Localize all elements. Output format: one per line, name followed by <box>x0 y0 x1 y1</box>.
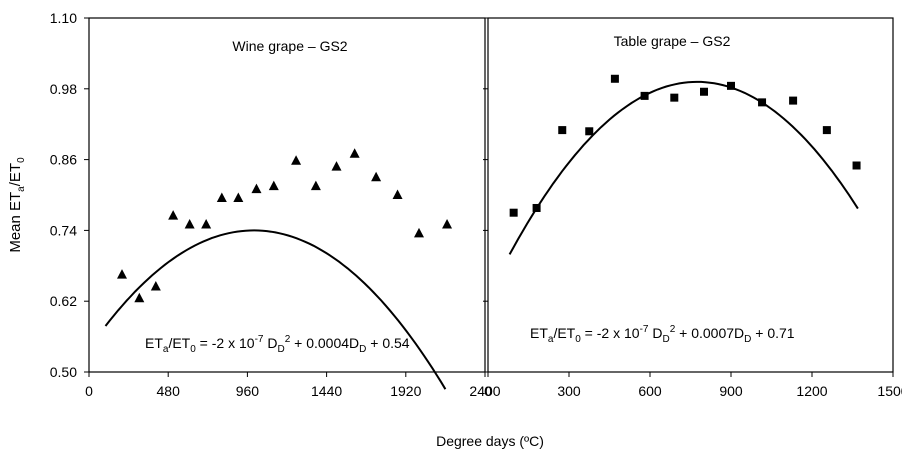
y-tick-label: 0.74 <box>50 222 77 238</box>
panel-table-grape: Table grape – GS2 0 300 600 900 1200 1500 ETa… <box>483 17 902 399</box>
regression-curve <box>508 80 859 255</box>
data-point <box>310 180 321 191</box>
plot-area-frame <box>88 17 486 373</box>
x-tick-label: 900 <box>719 383 743 399</box>
data-point <box>251 183 262 194</box>
y-tick-label: 0.98 <box>50 81 77 97</box>
data-point <box>201 219 212 229</box>
data-point <box>268 180 279 191</box>
x-tick-label: 0 <box>484 383 492 399</box>
x-tick-label: 600 <box>638 383 662 399</box>
x-tick-label: 1500 <box>877 383 902 399</box>
regression-equation: ETa/ET0 = -2 x 10-7 DD2 + 0.0004DD + 0.5… <box>145 334 410 355</box>
data-point <box>610 74 619 83</box>
panel-wine-grape: Wine grape – GS2 0 480 960 1440 1920 2400 0.50… <box>50 10 501 399</box>
data-point <box>184 219 195 229</box>
x-tick-label: 2400 <box>469 383 500 399</box>
x-tick-label: 960 <box>236 383 260 399</box>
x-tick-label: 1920 <box>390 383 421 399</box>
x-tick-label: 1440 <box>311 383 342 399</box>
x-tick-label: 480 <box>157 383 181 399</box>
tick-labels: 0 300 600 900 1200 1500 <box>484 383 902 399</box>
data-point <box>331 161 342 171</box>
tick-marks <box>84 17 486 377</box>
data-point <box>150 280 161 291</box>
data-point <box>291 155 302 165</box>
data-point <box>349 148 360 158</box>
data-point <box>640 91 649 100</box>
panel-title: Table grape – GS2 <box>614 33 731 49</box>
data-point <box>558 126 567 135</box>
data-point <box>442 219 453 229</box>
x-tick-label: 300 <box>557 383 581 399</box>
tick-marks <box>483 17 894 377</box>
y-axis-label: Mean ETa/ET0 <box>7 157 27 253</box>
data-point <box>414 227 424 238</box>
regression-curve <box>104 229 447 390</box>
data-point <box>758 98 767 107</box>
data-points <box>117 148 453 303</box>
data-point <box>509 208 518 217</box>
data-point <box>822 126 831 135</box>
tick-labels: 0 480 960 1440 1920 2400 0.50 0.62 0.74 0.86 0.98 1… <box>50 10 501 399</box>
x-axis-label: Degree days (ºC) <box>436 433 544 449</box>
y-tick-label: 0.50 <box>50 364 77 380</box>
data-point <box>216 192 227 202</box>
data-point <box>134 292 145 303</box>
data-point <box>371 171 382 182</box>
data-point <box>392 189 403 199</box>
y-tick-label: 0.86 <box>50 152 77 168</box>
data-point <box>117 269 127 279</box>
y-tick-label: 1.10 <box>50 10 77 26</box>
data-point <box>532 203 541 212</box>
data-point <box>727 81 735 90</box>
x-tick-label: 1200 <box>796 383 827 399</box>
data-point <box>700 87 708 96</box>
plot-area-frame <box>487 17 894 373</box>
y-tick-label: 0.62 <box>50 293 77 309</box>
data-point <box>852 161 861 170</box>
data-point <box>233 192 244 202</box>
regression-equation: ETa/ET0 = -2 x 10-7 DD2 + 0.0007DD + 0.7… <box>530 324 795 345</box>
panel-title: Wine grape – GS2 <box>232 38 347 54</box>
data-point <box>670 93 679 102</box>
data-points <box>509 74 861 217</box>
x-tick-label: 0 <box>85 383 93 399</box>
data-point <box>168 210 179 220</box>
data-point <box>789 96 798 105</box>
data-point <box>585 127 594 136</box>
